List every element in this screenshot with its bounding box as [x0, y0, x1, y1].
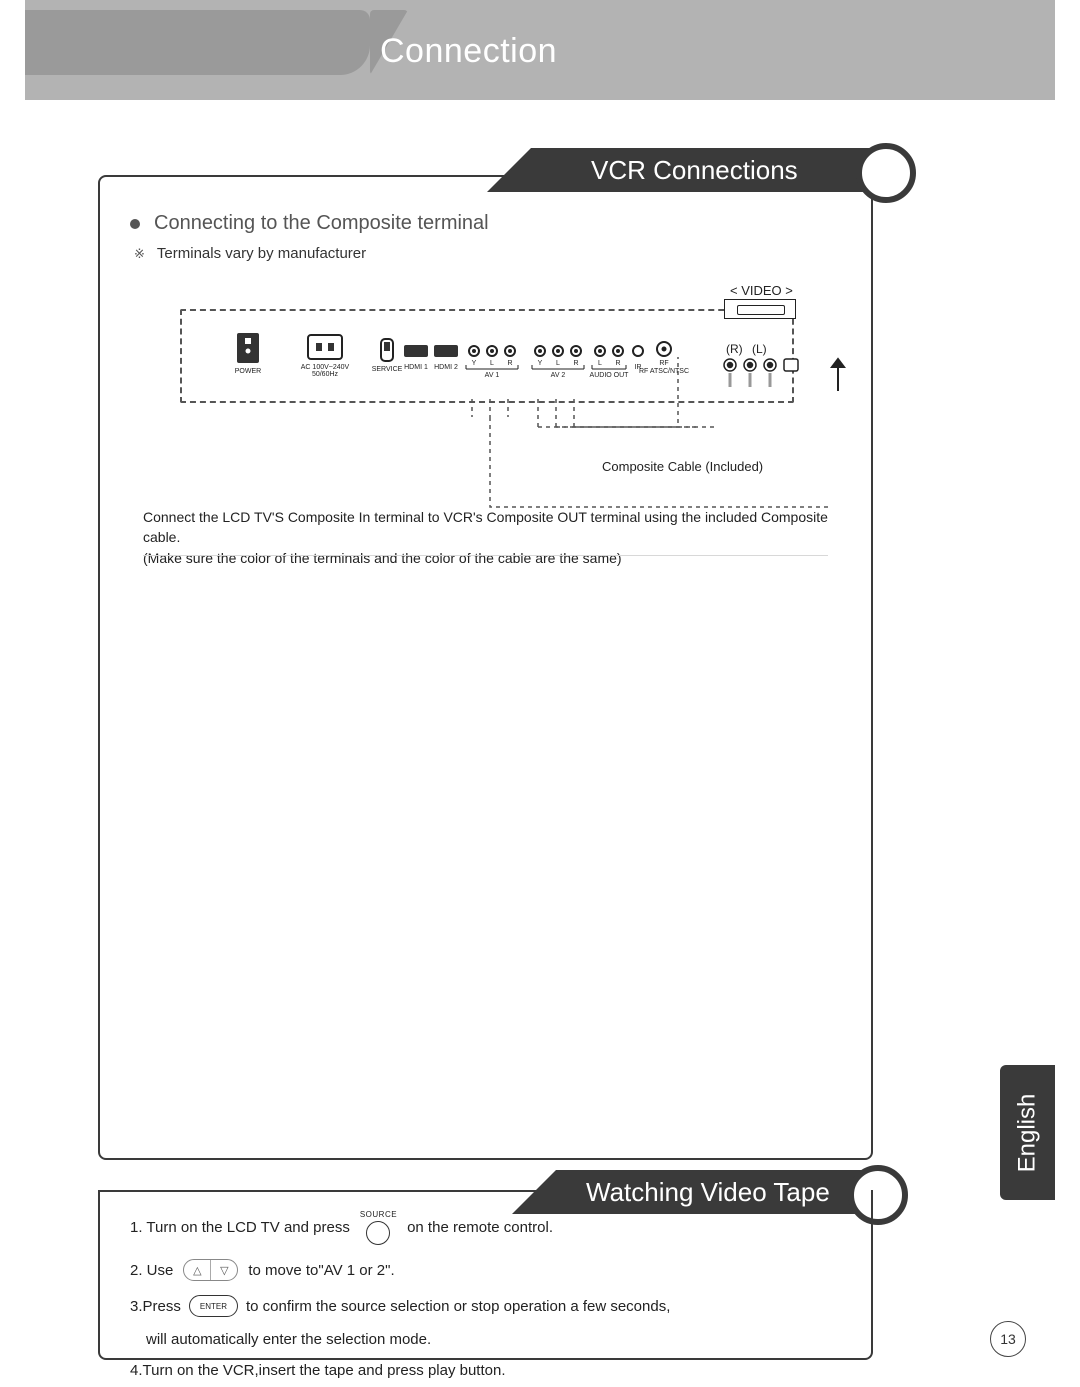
- steps-block: 1. Turn on the LCD TV and press SOURCE o…: [130, 1210, 840, 1387]
- up-down-button-icon: △▽: [183, 1259, 238, 1281]
- step-3-cont: will automatically enter the selection m…: [130, 1331, 840, 1348]
- subheading-row: Connecting to the Composite terminal: [130, 212, 489, 235]
- port-service-label: SERVICE: [372, 366, 403, 373]
- port-av1-label: AV 1: [485, 372, 500, 379]
- step3-text-a: 3.Press: [130, 1298, 181, 1315]
- step-3: 3.Press ENTER to confirm the source sele…: [130, 1295, 840, 1317]
- divider: [143, 555, 828, 556]
- subheading-text: Connecting to the Composite terminal: [154, 212, 489, 235]
- enter-button-label: ENTER: [200, 1302, 227, 1311]
- port-hdmi2-label: HDMI 2: [434, 364, 458, 371]
- rl-l-label: (L): [752, 342, 767, 356]
- step4-text: 4.Turn on the VCR,insert the tape and pr…: [130, 1362, 506, 1379]
- svg-text:L: L: [598, 360, 602, 367]
- step3-text-b: to confirm the source selection or stop …: [246, 1298, 670, 1315]
- language-label: English: [1014, 1093, 1042, 1172]
- vcr-panel: VCR Connections Connecting to the Compos…: [98, 175, 873, 1160]
- watching-panel: 1. Turn on the LCD TV and press SOURCE o…: [98, 1190, 873, 1360]
- step2-text-b: to move to"AV 1 or 2".: [248, 1262, 394, 1279]
- tv-back-panel-svg: POWER AC 100V~240V 50/60Hz SERVICE HDMI …: [182, 311, 792, 401]
- av1-jacks: Y L R AV 1: [466, 346, 518, 379]
- cable-route-svg: [180, 389, 810, 499]
- section-heading-circle: [856, 143, 916, 203]
- section-heading-bar: VCR Connections: [531, 148, 873, 192]
- port-ac-label: AC 100V~240V: [301, 364, 350, 371]
- note-text: Terminals vary by manufacturer: [157, 245, 366, 262]
- svg-text:Y: Y: [538, 360, 543, 367]
- svg-text:L: L: [556, 360, 560, 367]
- port-av2-label: AV 2: [551, 372, 566, 379]
- rl-r-label: (R): [726, 342, 743, 356]
- source-button-icon: SOURCE: [360, 1210, 397, 1245]
- enter-button-icon: ENTER: [189, 1295, 238, 1317]
- step1-text-a: 1. Turn on the LCD TV and press: [130, 1219, 350, 1236]
- desc-line-1: Connect the LCD TV'S Composite In termin…: [143, 507, 833, 548]
- step-1: 1. Turn on the LCD TV and press SOURCE o…: [130, 1210, 840, 1245]
- page-number-value: 13: [1000, 1331, 1016, 1347]
- port-audio-out-label: AUDIO OUT: [590, 372, 630, 379]
- port-hdmi1-label: HDMI 1: [404, 364, 428, 371]
- port-rf-label: RF ATSC/NTSC: [639, 368, 689, 375]
- step-2: 2. Use △▽ to move to"AV 1 or 2".: [130, 1259, 840, 1281]
- section-heading: VCR Connections: [591, 148, 798, 192]
- source-button-label: SOURCE: [360, 1210, 397, 1219]
- svg-text:50/60Hz: 50/60Hz: [312, 371, 339, 378]
- desc-line-2: (Make sure the color of the terminals an…: [143, 548, 833, 568]
- svg-text:RF: RF: [659, 360, 668, 367]
- bullet-icon: [130, 219, 140, 229]
- audio-out-jacks: L R AUDIO OUT: [590, 346, 630, 379]
- port-power-label: POWER: [235, 368, 261, 375]
- asterisk-icon: ※: [134, 246, 145, 262]
- page-number: 13: [990, 1321, 1026, 1357]
- vcr-deck-icon: [724, 299, 796, 319]
- svg-text:Y: Y: [472, 360, 477, 367]
- header-tab: [25, 10, 370, 75]
- page-title: Connection: [380, 32, 557, 71]
- manual-page: Connection VCR Connections Connecting to…: [0, 0, 1080, 1387]
- svg-text:L: L: [490, 360, 494, 367]
- svg-text:R: R: [573, 360, 578, 367]
- note-row: ※ Terminals vary by manufacturer: [134, 245, 366, 262]
- cable-caption: Composite Cable (Included): [602, 459, 763, 474]
- step2-text-a: 2. Use: [130, 1262, 173, 1279]
- av2-jacks: Y L R AV 2: [532, 346, 584, 379]
- step1-text-b: on the remote control.: [407, 1219, 553, 1236]
- svg-text:R: R: [507, 360, 512, 367]
- vcr-jacks-icon: [718, 355, 808, 395]
- step-4: 4.Turn on the VCR,insert the tape and pr…: [130, 1362, 840, 1379]
- step3-text-c: will automatically enter the selection m…: [146, 1331, 431, 1348]
- svg-text:R: R: [615, 360, 620, 367]
- description-block: Connect the LCD TV'S Composite In termin…: [143, 507, 833, 568]
- video-label: < VIDEO >: [730, 283, 793, 298]
- language-tab: English: [1000, 1065, 1055, 1200]
- rf-jack: RF RF ATSC/NTSC: [639, 342, 689, 375]
